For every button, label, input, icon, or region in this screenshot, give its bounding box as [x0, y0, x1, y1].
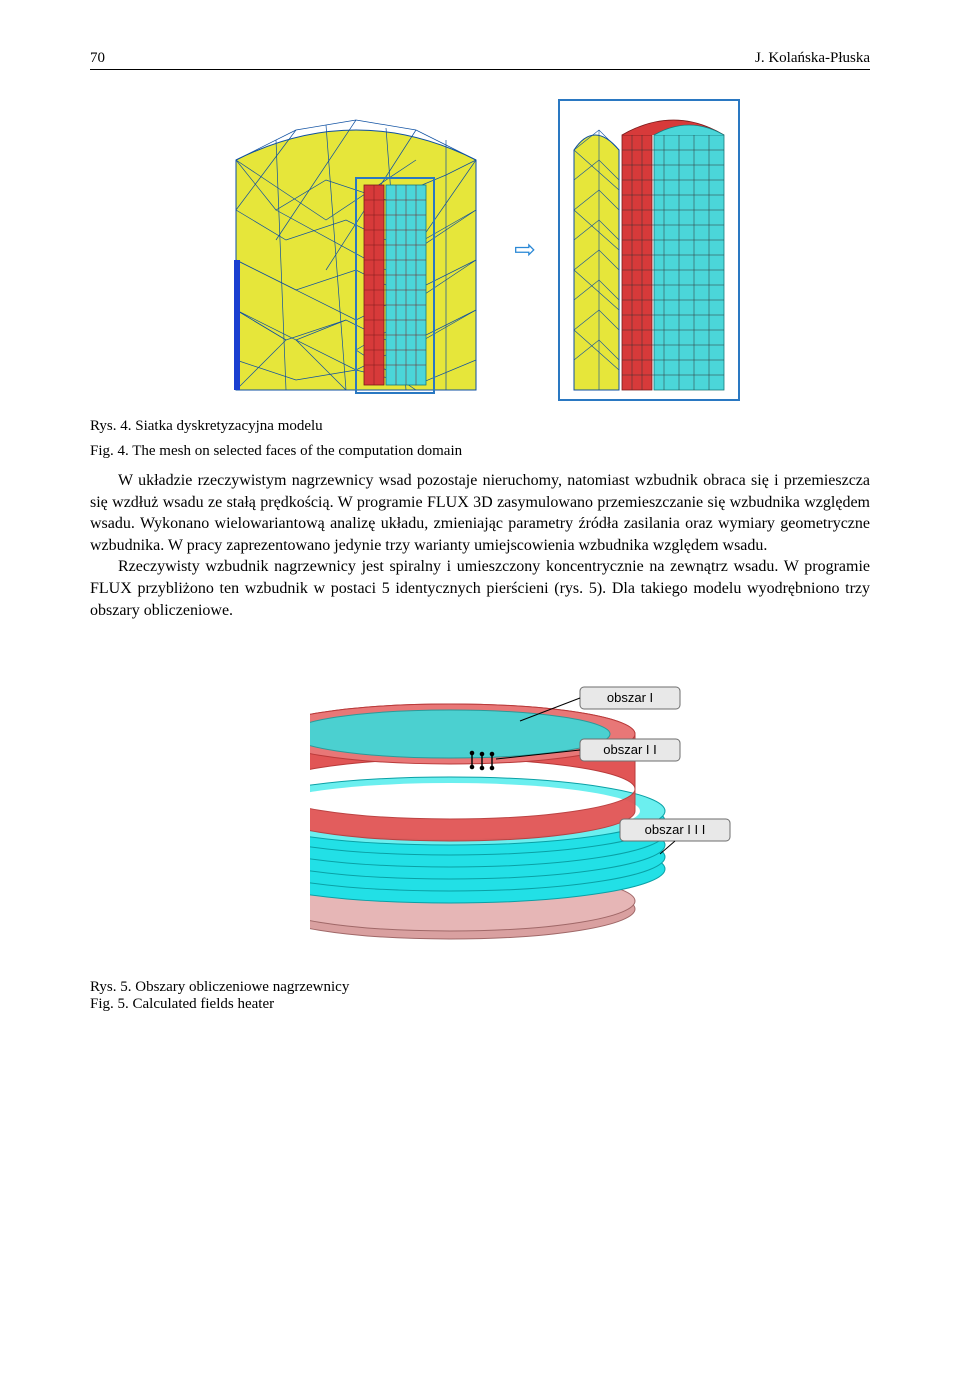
page-number: 70 [90, 50, 105, 67]
label-area-2: obszar I I [603, 742, 656, 757]
label-area-3: obszar I I I [645, 822, 706, 837]
page-header: 70 J. Kolańska-Płuska [90, 50, 870, 70]
figure-4-caption-pl: Rys. 4. Siatka dyskretyzacyjna modelu [90, 418, 870, 435]
figure-5-caption-en: Fig. 5. Calculated fields heater [90, 996, 870, 1013]
figure-4-left-mesh [216, 90, 496, 410]
paragraph-1: W układzie rzeczywistym nagrzewnicy wsad… [90, 470, 870, 556]
body-text: W układzie rzeczywistym nagrzewnicy wsad… [90, 470, 870, 621]
arrow-right-icon: ⇨ [514, 235, 536, 265]
figure-5: obszar I obszar I I obszar I I I [90, 639, 870, 949]
figure-5-caption-pl: Rys. 5. Obszary obliczeniowe nagrzewnicy [90, 979, 870, 996]
figure-4-caption-en: Fig. 4. The mesh on selected faces of th… [90, 443, 870, 460]
page-author: J. Kolańska-Płuska [755, 50, 870, 67]
paragraph-2: Rzeczywisty wzbudnik nagrzewnicy jest sp… [90, 556, 870, 621]
label-area-1: obszar I [607, 690, 653, 705]
figure-4: ⇨ [90, 90, 870, 410]
figure-4-right-mesh [554, 90, 744, 410]
